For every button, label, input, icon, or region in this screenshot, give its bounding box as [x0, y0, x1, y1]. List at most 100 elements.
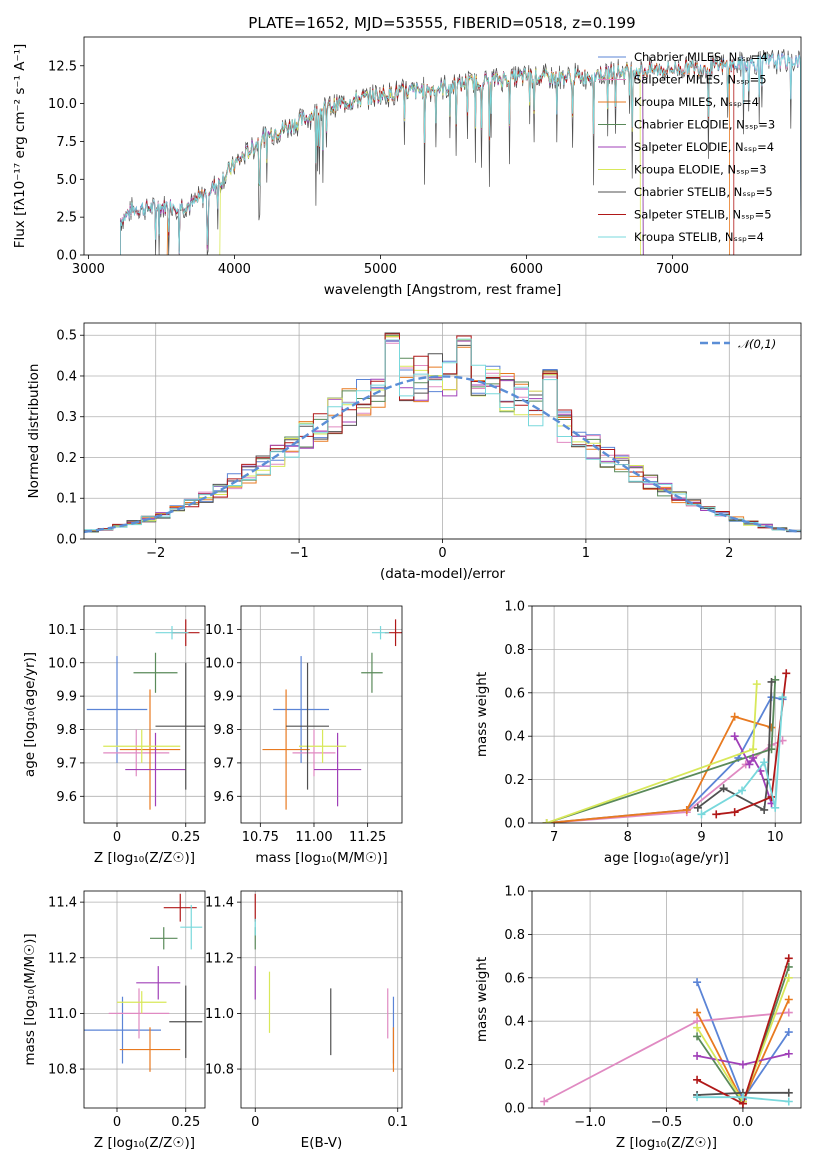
errorbar-point: [86, 656, 148, 763]
y-tick-label: 0.1: [56, 492, 77, 507]
y-tick-label: 10.8: [205, 1063, 234, 1078]
y-tick-label: 11.2: [205, 951, 234, 966]
y-tick-label: 2.5: [56, 211, 77, 226]
y-tick-label: 0.8: [504, 928, 525, 943]
y-tick-label: 10.0: [205, 656, 234, 671]
residuals-legend: 𝒩(0,1): [700, 337, 776, 351]
x-axis-label: mass [log₁₀(M/M☉)]: [255, 850, 387, 866]
weight-point-marker: [771, 803, 780, 812]
y-tick-label: 9.6: [56, 790, 77, 805]
weight-point-marker: [752, 680, 761, 689]
y-tick-label: 1.0: [504, 885, 525, 900]
x-tick-label: 0: [438, 546, 446, 561]
x-tick-label: 6000: [510, 262, 543, 277]
weight-point-marker: [784, 1008, 793, 1017]
errorbar-point: [313, 732, 362, 807]
weight-point-marker: [697, 810, 706, 819]
y-tick-label: 0.6: [504, 686, 525, 701]
plot-area: [262, 619, 402, 810]
errorbar-point: [119, 689, 181, 810]
x-tick-label: 0.25: [171, 830, 200, 845]
legend-label: 𝒩(0,1): [738, 337, 776, 351]
weight-point-marker: [778, 693, 787, 702]
errorbar-point: [286, 662, 330, 790]
weight-point-marker: [749, 753, 758, 762]
spectrum-legend: Chabrier MILES, Nₛₛₚ=4 Salpeter MILES, Nₛ…: [598, 50, 775, 244]
weight-series-line: [546, 684, 758, 823]
x-tick-label: 0: [113, 830, 121, 845]
weight-point-marker: [693, 978, 702, 987]
x-tick-label: 1: [582, 546, 590, 561]
weight-point-marker: [730, 808, 739, 817]
weight-point-marker: [784, 1049, 793, 1058]
panel-residuals: 𝒩(0,1) −2 −1 0 1 2 0.0 0.1 0.2 0.3 0.4 0.5 (data-mod…: [26, 322, 802, 582]
x-tick-label: 0.25: [171, 1115, 200, 1130]
x-tick-label: 11.00: [295, 830, 332, 845]
x-axis-label: wavelength [Angstrom, rest frame]: [324, 282, 562, 298]
legend-label: Kroupa STELIB, Nₛₛₚ=4: [634, 230, 764, 244]
weight-point-marker: [693, 1023, 702, 1032]
errorbar-point: [155, 626, 189, 640]
y-tick-label: 11.0: [48, 1007, 77, 1022]
weight-point-marker: [749, 745, 758, 754]
errorbar-point: [298, 729, 347, 763]
weight-point-marker: [784, 995, 793, 1004]
errorbar-point: [150, 927, 178, 950]
axes-frame: [240, 605, 403, 824]
y-tick-label: 1.0: [504, 600, 525, 615]
x-tick-label: 7: [550, 830, 558, 845]
normal-curve: [84, 375, 801, 534]
axes-frame: [83, 890, 206, 1109]
x-axis-label: (data-model)/error: [380, 566, 506, 582]
legend-label: Kroupa ELODIE, Nₛₛₚ=3: [634, 163, 767, 177]
errorbar-point: [262, 689, 310, 810]
weight-point-marker: [784, 973, 793, 982]
weight-point-marker: [760, 758, 769, 767]
y-tick-label: 9.9: [213, 690, 234, 705]
weight-point-marker: [738, 1060, 747, 1069]
errorbar-point: [136, 966, 181, 1000]
weight-point-marker: [738, 1093, 747, 1102]
weight-point-marker: [719, 784, 728, 793]
y-tick-label: 0.2: [504, 1058, 525, 1073]
errorbar-point: [119, 1027, 181, 1072]
y-tick-label: 11.0: [205, 1007, 234, 1022]
histogram-series: [84, 338, 801, 534]
x-tick-label: −1.0: [574, 1115, 606, 1130]
y-tick-label: 0.4: [504, 730, 525, 745]
y-tick-label: 0.0: [504, 817, 525, 832]
y-tick-label: 0.6: [504, 971, 525, 986]
x-axis-label: Z [log₁₀(Z/Z☉)]: [94, 1135, 195, 1151]
y-axis-label: mass weight: [474, 957, 490, 1042]
axes-frame: [83, 605, 206, 824]
y-tick-label: 11.4: [205, 896, 234, 911]
weight-point-marker: [693, 1032, 702, 1041]
errorbar-point: [155, 662, 205, 790]
x-tick-label: 8: [624, 830, 632, 845]
errorbar-point: [108, 988, 170, 1039]
errorbar-point: [117, 991, 167, 1014]
y-axis-label: age [log₁₀(age/yr)]: [22, 652, 38, 777]
plot-area: [540, 954, 793, 1108]
y-tick-label: 9.8: [213, 723, 234, 738]
weight-point-marker: [760, 805, 769, 814]
y-tick-label: 9.7: [213, 756, 234, 771]
weight-point-marker: [782, 669, 791, 678]
x-axis-label: Z [log₁₀(Z/Z☉)]: [94, 850, 195, 866]
weight-point-marker: [784, 1097, 793, 1106]
y-tick-label: 10.8: [48, 1063, 77, 1078]
weight-point-marker: [693, 1093, 702, 1102]
x-tick-label: 0: [251, 1115, 259, 1130]
x-tick-label: 3000: [72, 262, 105, 277]
legend-label: Chabrier STELIB, Nₛₛₚ=5: [634, 185, 773, 199]
weight-series-line: [546, 715, 772, 823]
axes-frame: [83, 36, 802, 256]
plot-area: [84, 893, 203, 1072]
weight-point-marker: [784, 1088, 793, 1097]
x-tick-label: −2: [146, 546, 165, 561]
errorbar-point: [292, 729, 336, 777]
y-tick-label: 10.1: [48, 623, 77, 638]
y-axis-label: Normed distribution: [26, 364, 42, 499]
x-tick-label: 0: [113, 1115, 121, 1130]
x-tick-label: 0.1: [387, 1115, 408, 1130]
